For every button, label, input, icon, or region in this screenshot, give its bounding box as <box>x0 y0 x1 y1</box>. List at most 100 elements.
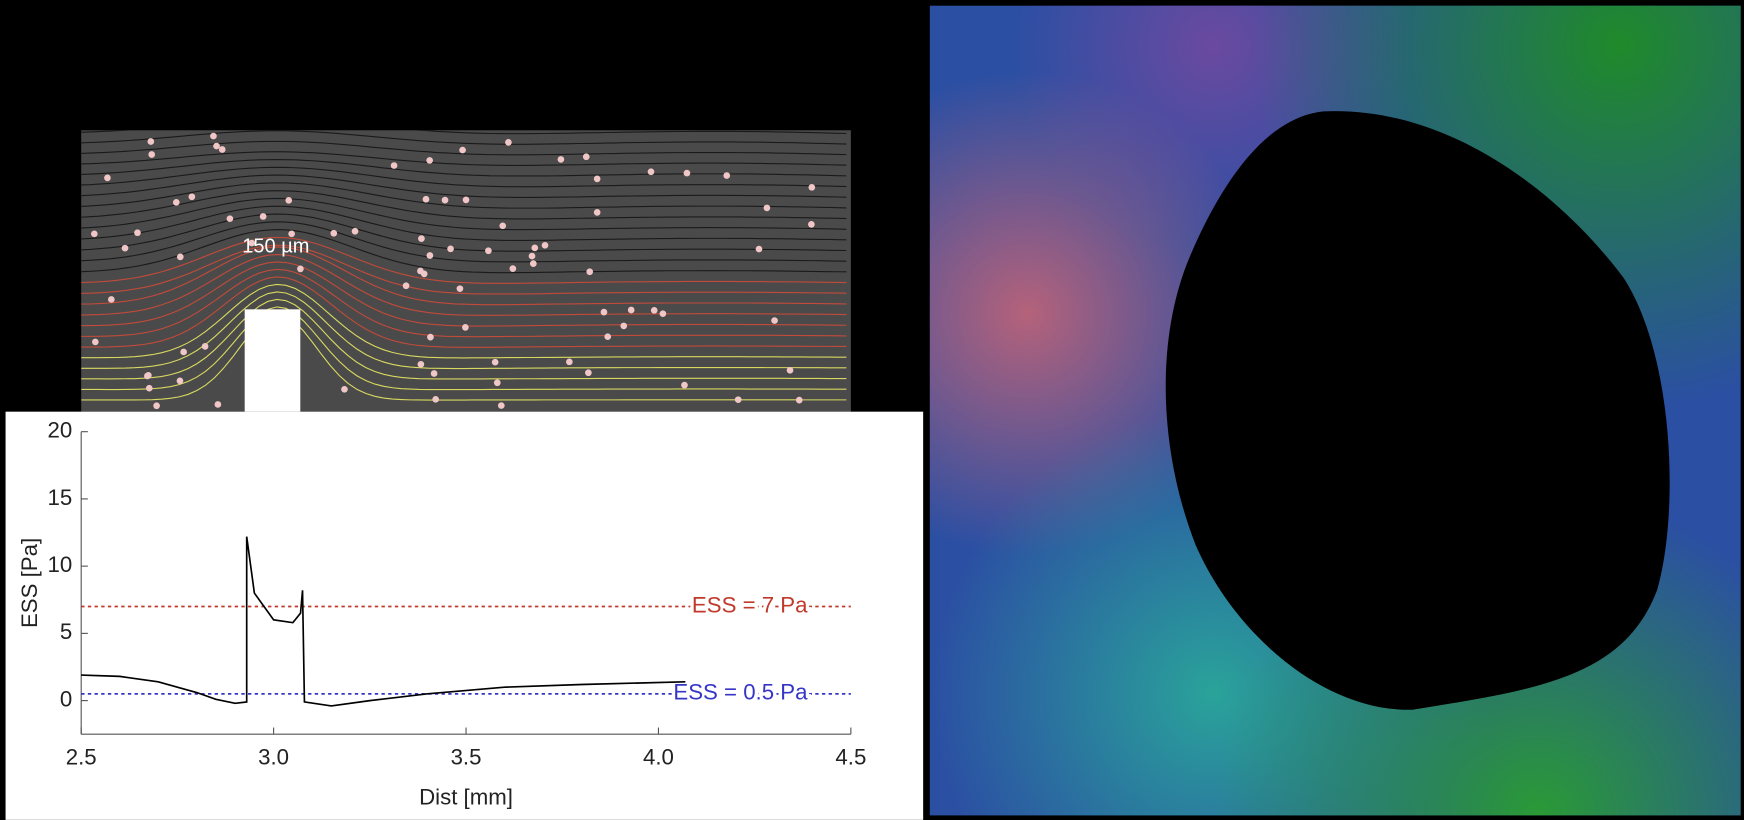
particle <box>426 157 433 164</box>
reference-label: ESS = 0.5 Pa <box>673 680 808 705</box>
y-tick-label: 5 <box>60 619 72 644</box>
particle <box>144 373 151 380</box>
x-tick-label: 3.0 <box>258 745 289 770</box>
particle <box>463 197 470 204</box>
figure: 150 µm 0 5 10 15 20 2.5 3.0 3.5 4.0 4.5 Dist [mm] E… <box>0 0 1744 820</box>
particle <box>586 268 593 275</box>
particle <box>492 359 499 366</box>
particle <box>585 369 592 376</box>
particle <box>215 401 222 408</box>
particle <box>531 244 538 251</box>
y-tick-label: 10 <box>48 552 73 577</box>
particle <box>423 196 430 203</box>
particle <box>756 246 763 253</box>
particle <box>153 402 160 409</box>
particle <box>808 221 815 228</box>
particle <box>91 230 98 237</box>
x-tick-label: 2.5 <box>66 745 97 770</box>
particle <box>403 282 410 289</box>
particle <box>594 176 601 183</box>
x-tick-label: 4.0 <box>643 745 674 770</box>
particle <box>173 199 180 206</box>
particle <box>764 205 771 212</box>
y-axis-label: ESS [Pa] <box>17 538 42 628</box>
particle <box>787 367 794 374</box>
particle <box>660 310 667 317</box>
particle <box>122 245 129 252</box>
particle <box>260 213 267 220</box>
particle <box>723 172 730 179</box>
particle <box>177 378 184 385</box>
particle <box>684 170 691 177</box>
particle <box>485 247 492 254</box>
particle <box>352 228 359 235</box>
particle <box>134 229 141 236</box>
microscopy-panel <box>930 6 1741 816</box>
particle <box>177 254 184 261</box>
y-tick-label: 0 <box>60 686 72 711</box>
particle <box>566 359 573 366</box>
particle <box>499 222 506 229</box>
particle <box>594 209 601 216</box>
particle <box>219 146 226 153</box>
particle <box>735 396 742 403</box>
particle <box>604 333 611 340</box>
particle <box>227 215 234 222</box>
particle <box>529 253 536 260</box>
particle <box>418 361 425 368</box>
particle <box>417 268 424 275</box>
particle <box>330 230 337 237</box>
particle <box>148 151 155 158</box>
particle <box>447 245 454 252</box>
particle <box>189 193 196 200</box>
particle <box>104 175 111 182</box>
page: {"chart_data": {"type": "line", "inset_l… <box>0 0 1744 820</box>
x-axis-label: Dist [mm] <box>419 785 513 810</box>
particle <box>285 197 292 204</box>
particle <box>542 242 549 249</box>
particle <box>494 379 501 386</box>
particle <box>462 324 469 331</box>
particle <box>213 143 220 150</box>
y-tick-label: 20 <box>48 418 73 443</box>
y-tick-label: 15 <box>48 485 73 510</box>
particle <box>620 323 627 330</box>
x-tick-label: 3.5 <box>451 745 482 770</box>
particle <box>210 133 217 140</box>
particle <box>505 139 512 146</box>
particle <box>796 397 803 404</box>
particle <box>530 260 537 267</box>
particle <box>457 285 464 292</box>
particle <box>427 334 434 341</box>
particle <box>427 252 434 259</box>
particle <box>108 296 115 303</box>
particle <box>147 138 154 145</box>
particle <box>180 349 187 356</box>
particle <box>651 307 658 314</box>
particle <box>432 396 439 403</box>
particle <box>808 184 815 191</box>
particle <box>558 156 565 163</box>
particle <box>146 385 153 392</box>
particle <box>431 370 438 377</box>
particle <box>202 343 209 350</box>
particle <box>601 309 608 316</box>
particle <box>510 265 517 272</box>
particle <box>771 317 778 324</box>
obstacle <box>245 309 301 411</box>
inset-label: 150 µm <box>242 235 309 257</box>
particle <box>442 197 449 204</box>
particle <box>498 402 505 409</box>
particle <box>628 307 635 314</box>
particle <box>648 168 655 175</box>
particle <box>92 339 99 346</box>
streamline-inset: 150 µm <box>81 120 851 411</box>
particle <box>459 147 466 154</box>
particle <box>297 266 304 273</box>
particle <box>391 162 398 169</box>
particle <box>341 386 348 393</box>
particle <box>681 382 688 389</box>
reference-label: ESS = 7 Pa <box>692 592 808 617</box>
particle <box>583 153 590 160</box>
x-tick-label: 4.5 <box>835 745 866 770</box>
